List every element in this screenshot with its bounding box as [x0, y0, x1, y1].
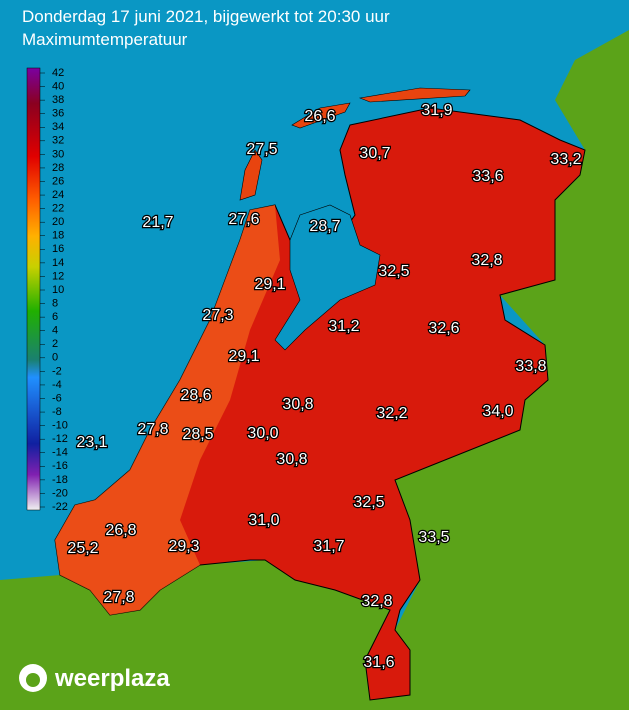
legend-tick-label: -6 — [52, 392, 62, 404]
station-temperature: 32,8 — [361, 593, 392, 610]
logo-icon-inner — [26, 673, 40, 687]
station-temperature: 30,8 — [276, 451, 307, 468]
west-coast — [55, 205, 280, 615]
station-temperature: 27,8 — [103, 589, 134, 606]
legend-tick-label: 28 — [52, 162, 64, 174]
station-temperature: 23,1 — [76, 434, 107, 451]
station-temperature: 27,6 — [228, 211, 259, 228]
station-temperature: 31,7 — [313, 538, 344, 555]
station-temperature: 31,0 — [248, 512, 279, 529]
station-temperature: 33,6 — [472, 168, 503, 185]
legend-tick-label: -10 — [52, 420, 68, 432]
station-temperature: 33,5 — [418, 529, 449, 546]
station-temperature: 21,7 — [142, 214, 173, 231]
station-temperature: 29,1 — [228, 348, 259, 365]
legend-tick-label: 42 — [52, 67, 64, 79]
station-temperature: 31,6 — [363, 654, 394, 671]
station-temperature: 33,2 — [550, 151, 581, 168]
station-temperature: 33,8 — [515, 358, 546, 375]
legend-bar — [26, 67, 41, 511]
wadden-island — [239, 149, 263, 201]
legend-tick-label: 38 — [52, 94, 64, 106]
legend-tick-label: 8 — [52, 297, 58, 309]
legend-tick-label: 14 — [52, 257, 64, 269]
land — [0, 30, 629, 710]
station-temperature: 26,6 — [304, 108, 335, 125]
station-temperature: 32,2 — [376, 405, 407, 422]
legend-tick-label: 16 — [52, 243, 64, 255]
station-temperature: 31,2 — [328, 318, 359, 335]
station-temperature: 29,3 — [168, 538, 199, 555]
legend-tick-label: 4 — [52, 325, 58, 337]
legend-tick-label: -12 — [52, 433, 68, 445]
station-temperature: 32,5 — [378, 263, 409, 280]
station-temperature: 30,7 — [359, 145, 390, 162]
station-temperature: 30,8 — [282, 396, 313, 413]
subtitle: Maximumtemperatuur — [22, 30, 188, 49]
legend-tick-label: -18 — [52, 474, 68, 486]
legend-tick-label: 32 — [52, 135, 64, 147]
legend-tick-label: 10 — [52, 284, 64, 296]
station-temperature: 32,6 — [428, 320, 459, 337]
legend-tick-label: -20 — [52, 487, 68, 499]
legend-tick-label: -14 — [52, 447, 68, 459]
legend-tick-label: -22 — [52, 501, 68, 513]
legend-tick-label: 34 — [52, 121, 64, 133]
station-temperature: 29,1 — [254, 276, 285, 293]
legend-tick-label: -8 — [52, 406, 62, 418]
legend-tick-label: 36 — [52, 108, 64, 120]
legend-tick-label: 6 — [52, 311, 58, 323]
legend-tick-label: 24 — [52, 189, 64, 201]
logo-text: weerplaza — [54, 665, 170, 692]
wadden-island — [291, 102, 351, 129]
station-temperature: 28,5 — [182, 426, 213, 443]
station-temperature: 32,5 — [353, 494, 384, 511]
station-temperature: 27,5 — [246, 141, 277, 158]
station-temperature: 28,7 — [309, 218, 340, 235]
wadden-island — [358, 87, 471, 103]
station-temperature: 25,2 — [67, 540, 98, 557]
legend-tick-label: -4 — [52, 379, 62, 391]
station-temperature: 27,3 — [202, 307, 233, 324]
legend-tick-label: -16 — [52, 460, 68, 472]
legend-tick-label: 18 — [52, 230, 64, 242]
station-temperature: 34,0 — [482, 403, 513, 420]
title: Donderdag 17 juni 2021, bijgewerkt tot 2… — [22, 7, 390, 26]
legend-tick-label: 22 — [52, 203, 64, 215]
legend-tick-label: 2 — [52, 338, 58, 350]
legend-tick-label: 20 — [52, 216, 64, 228]
station-temperature: 32,8 — [471, 252, 502, 269]
station-temperature: 31,9 — [421, 102, 452, 119]
ijsselmeer — [274, 204, 381, 351]
legend-tick-label: -2 — [52, 365, 62, 377]
legend-tick-label: 30 — [52, 148, 64, 160]
legend-tick-label: 12 — [52, 270, 64, 282]
legend-tick-label: 40 — [52, 80, 64, 92]
station-temperature: 30,0 — [247, 425, 278, 442]
legend-tick-label: 0 — [52, 352, 58, 364]
station-temperature: 27,8 — [137, 421, 168, 438]
legend-tick-label: 26 — [52, 175, 64, 187]
station-temperature: 26,8 — [105, 522, 136, 539]
station-temperature: 28,6 — [180, 387, 211, 404]
